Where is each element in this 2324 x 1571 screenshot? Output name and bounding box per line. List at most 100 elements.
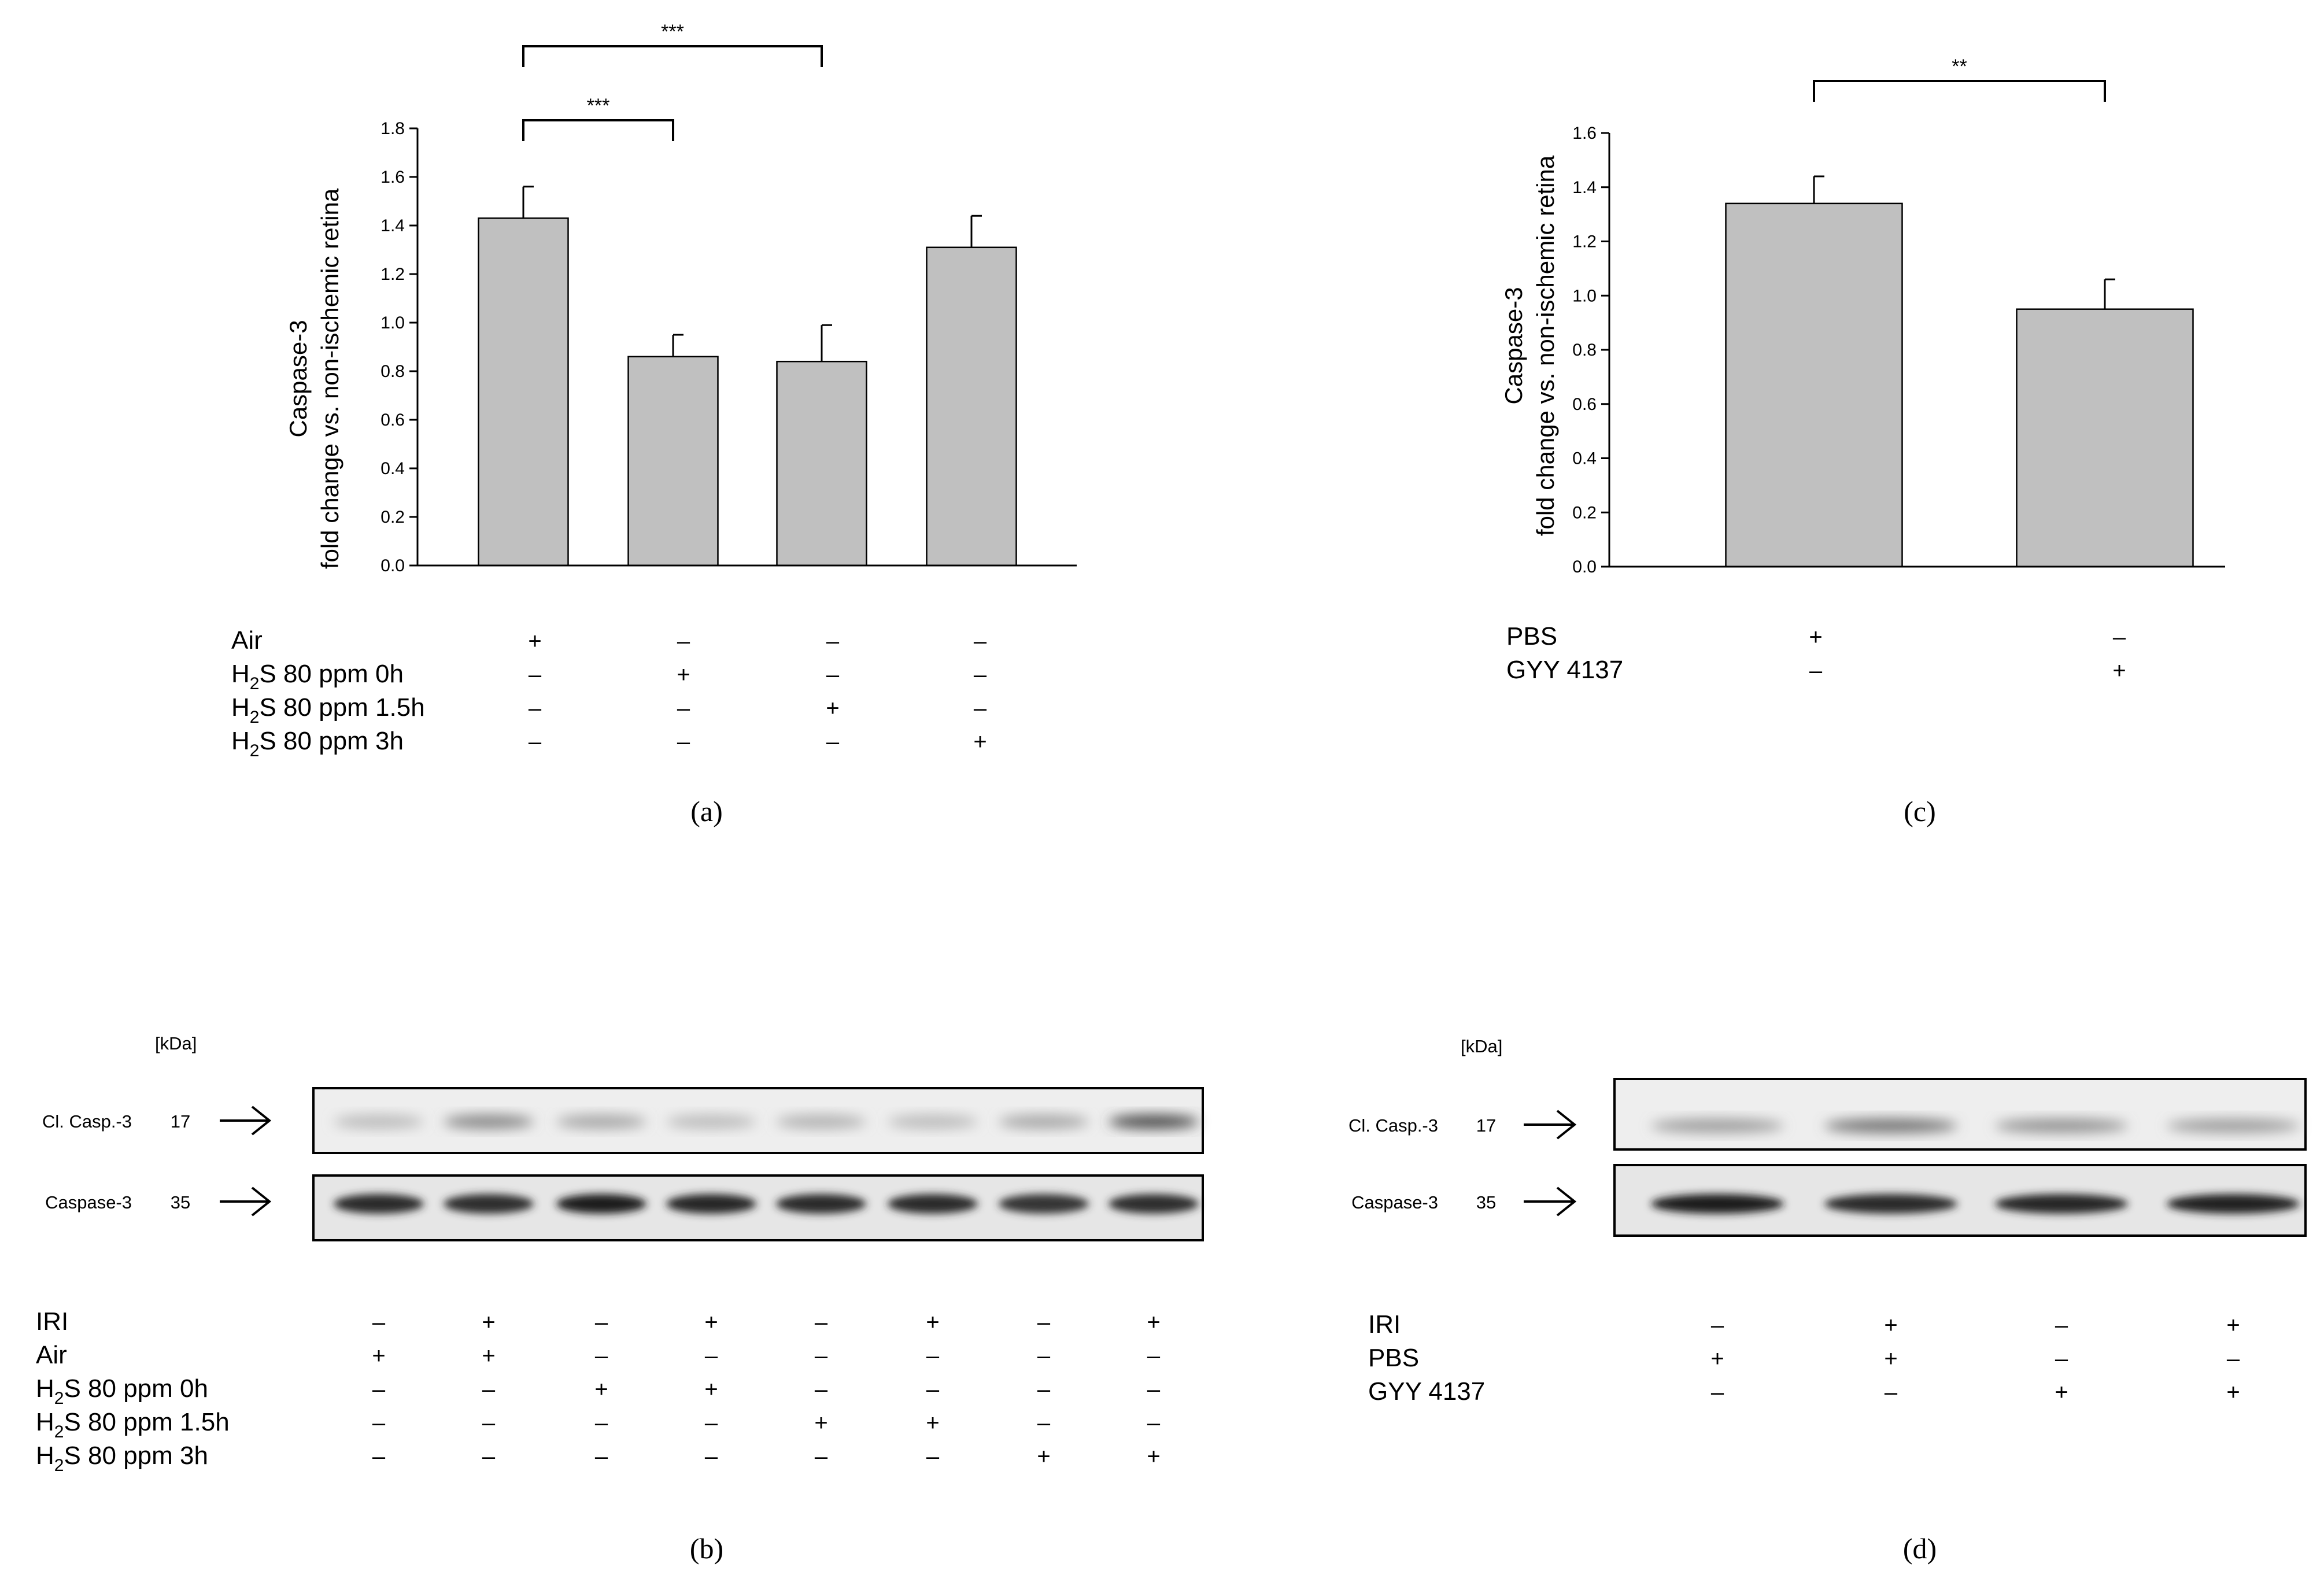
y-tick-label: 1.0 [380,313,405,332]
bar-2 [2016,308,2194,568]
condition-sign: – [372,1377,386,1402]
y-tick-label: 1.6 [380,168,405,187]
condition-sign: – [1037,1410,1051,1436]
panel-a-ylabel-line2: fold change vs. non-ischemic retina [316,188,343,569]
condition-sign: – [1711,1380,1724,1405]
significance-bracket [522,45,823,67]
bar-1 [478,217,569,567]
blot-band [666,1194,756,1214]
condition-sign: – [595,1310,608,1335]
blot-band [444,1194,534,1214]
condition-sign: – [1037,1310,1051,1335]
condition-label: GYY 4137 [1368,1377,1485,1406]
significance-bracket [1813,80,2106,102]
condition-sign: – [529,662,542,687]
condition-sign: – [826,629,840,654]
condition-sign: – [529,696,542,721]
bar-4 [926,246,1017,567]
condition-sign: + [594,1377,608,1402]
y-tick-label: 0.8 [380,362,405,381]
blot-band [1109,1194,1199,1214]
condition-sign: – [2055,1346,2068,1372]
condition-sign: + [1884,1313,1897,1338]
condition-sign: – [1809,658,1823,683]
y-tick-label: 1.4 [380,216,405,235]
arrow-icon [220,1106,272,1136]
y-tick-label: 0.4 [380,459,405,478]
condition-sign: + [528,629,541,654]
blot-band [1651,1119,1784,1133]
panel-c-ylabel-line2: fold change vs. non-ischemic retina [1532,155,1559,536]
condition-sign: – [677,729,690,755]
condition-sign: + [482,1343,495,1369]
significance-label: *** [587,95,610,117]
panel-d-western-blot: [kDa] Cl. Casp.-3 17 Caspase-3 35 IRI – + – + PB… [1348,1036,2307,1565]
condition-sign: – [826,662,840,687]
condition-label: GYY 4137 [1506,656,1623,684]
condition-sign: + [2226,1313,2240,1338]
blot-band [666,1115,756,1129]
blot-kda-value: 17 [1476,1115,1496,1136]
panel-c-caption: (c) [1904,795,1936,827]
condition-label: H2S 80 ppm 3h [231,727,404,760]
condition-sign: – [974,629,987,654]
condition-sign: – [705,1444,718,1469]
y-tick-label: 1.2 [1572,232,1597,252]
condition-sign: + [2226,1380,2240,1405]
blot-band [776,1194,866,1214]
condition-sign: – [677,696,690,721]
condition-sign: + [826,696,839,721]
condition-sign: + [704,1377,718,1402]
blot-band [888,1194,978,1214]
y-tick-label: 0.2 [380,508,405,527]
arrow-icon [220,1186,272,1217]
condition-label: Air [36,1341,67,1369]
y-tick-label: 1.0 [1572,286,1597,305]
condition-sign: + [1809,624,1822,650]
condition-sign: – [372,1310,386,1335]
condition-sign: – [595,1343,608,1369]
panel-c-chart: Caspase-3 fold change vs. non-ischemic r… [1500,56,2225,827]
condition-sign: – [974,696,987,721]
panel-d-kda-unit: [kDa] [1461,1036,1502,1056]
condition-sign: – [974,662,987,687]
panel-d-caption: (d) [1903,1532,1937,1565]
panel-b-kda-unit: [kDa] [155,1033,197,1054]
condition-sign: + [1147,1444,1160,1469]
condition-label: H2S 80 ppm 1.5h [36,1408,230,1441]
panel-a-chart: Caspase-3 fold change vs. non-ischemic r… [231,21,1077,827]
panel-c-ylabel-line1: Caspase-3 [1500,287,1527,404]
condition-sign: + [482,1310,495,1335]
condition-sign: – [482,1410,496,1436]
condition-sign: – [815,1377,828,1402]
condition-label: H2S 80 ppm 0h [36,1374,208,1408]
condition-sign: – [595,1444,608,1469]
condition-sign: – [482,1377,496,1402]
condition-sign: – [595,1410,608,1436]
condition-sign: + [372,1343,385,1369]
arrow-icon [1524,1110,1577,1140]
arrow-icon [1524,1186,1577,1217]
blot-band [1995,1119,2128,1133]
blot-band [334,1194,424,1214]
condition-sign: – [1037,1377,1051,1402]
condition-sign: + [1147,1310,1160,1335]
condition-sign: + [1710,1346,1724,1372]
bar-1 [1725,202,1903,568]
blot-row-label: Caspase-3 [1351,1192,1438,1213]
condition-sign: – [2113,624,2126,650]
blot-band [556,1194,646,1214]
condition-label: IRI [36,1307,68,1336]
y-tick-label: 1.2 [380,265,405,284]
condition-sign: + [1037,1444,1050,1469]
blot-band [444,1115,534,1129]
y-tick-label: 0.2 [1572,503,1597,522]
condition-sign: – [926,1343,940,1369]
blot-band [1109,1115,1199,1129]
blot-kda-value: 35 [1476,1192,1496,1213]
blot-band [999,1115,1089,1129]
condition-sign: – [815,1444,828,1469]
condition-sign: + [1884,1346,1897,1372]
condition-label: H2S 80 ppm 0h [231,660,404,693]
